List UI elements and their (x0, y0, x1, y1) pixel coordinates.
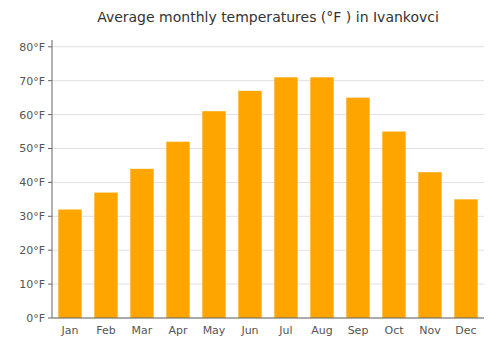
x-tick-label: Jun (240, 324, 258, 337)
y-tick (48, 80, 52, 81)
bar (274, 77, 297, 318)
grid-line (52, 148, 484, 149)
bar (238, 91, 261, 318)
y-tick-label: 10°F (19, 278, 45, 291)
y-axis-line (52, 40, 53, 318)
y-axis: 0°F 10°F 20°F 30°F 40°F 50°F 60°F 70°F 80°F (19, 41, 484, 325)
x-axis: Jan Feb Mar Apr May Jun Jul Aug Sep Oct Nov Dec (52, 318, 484, 337)
y-tick-label: 70°F (19, 75, 45, 88)
chart: Average monthly temperatures (°F ) in Iv… (0, 0, 500, 350)
x-tick-label: Feb (96, 324, 115, 337)
y-tick-label: 60°F (19, 109, 45, 122)
x-tick-label: Dec (455, 324, 476, 337)
bars (58, 77, 477, 318)
grid-line (52, 318, 484, 319)
x-tick-label: Oct (384, 324, 404, 337)
y-tick-label: 80°F (19, 41, 45, 54)
bar (166, 142, 189, 318)
bar (130, 169, 153, 318)
y-tick (48, 46, 52, 47)
y-tick (48, 318, 52, 319)
bar (418, 172, 441, 318)
bar (454, 199, 477, 318)
grid-line (52, 80, 484, 81)
bar (310, 77, 333, 318)
y-tick-label: 30°F (19, 210, 45, 223)
grid-line (52, 46, 484, 47)
y-tick (48, 148, 52, 149)
x-tick-label: Jul (278, 324, 292, 337)
bar (94, 193, 117, 318)
x-tick-label: Aug (311, 324, 332, 337)
x-axis-line (52, 318, 484, 319)
y-tick (48, 216, 52, 217)
title: Average monthly temperatures (°F ) in Iv… (97, 9, 439, 25)
grid-line (52, 114, 484, 115)
bar (202, 111, 225, 318)
y-tick-label: 50°F (19, 142, 45, 155)
bar (382, 132, 405, 318)
chart-container: Average monthly temperatures (°F ) in Iv… (0, 0, 500, 350)
x-tick-label: Apr (168, 324, 188, 337)
bar (58, 210, 81, 318)
bar (346, 98, 369, 318)
y-tick (48, 182, 52, 183)
y-tick-label: 20°F (19, 244, 45, 257)
y-tick (48, 284, 52, 285)
x-tick-label: Nov (419, 324, 441, 337)
y-tick (48, 114, 52, 115)
x-tick-label: Sep (348, 324, 369, 337)
x-tick-label: Mar (132, 324, 153, 337)
x-tick-label: May (203, 324, 226, 337)
y-tick-label: 0°F (26, 312, 45, 325)
y-tick (48, 250, 52, 251)
y-tick-label: 40°F (19, 176, 45, 189)
x-tick-label: Jan (61, 324, 79, 337)
